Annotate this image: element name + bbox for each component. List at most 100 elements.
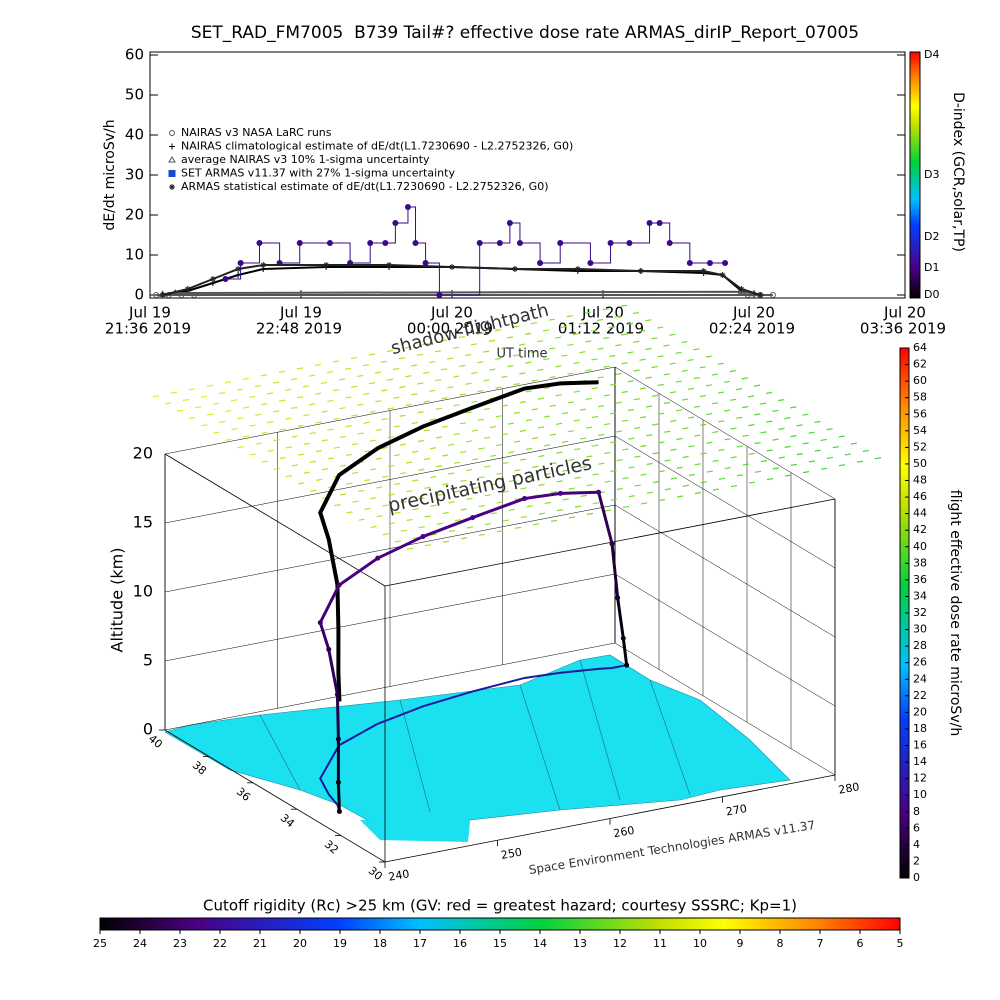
colorbar-tick-label: 62 [913, 358, 927, 371]
colorbar-tick-label: 14 [533, 937, 547, 950]
particle-dash [285, 388, 292, 391]
y-tick-label: 40 [125, 126, 144, 144]
particle-dash [339, 407, 346, 410]
particle-dash [387, 407, 394, 410]
particle-dash [375, 428, 382, 432]
particle-dash [435, 378, 442, 382]
particle-dash [453, 375, 460, 378]
particle-dash [610, 441, 617, 444]
flight-point [326, 646, 332, 652]
colorbar-tick-label: 50 [913, 457, 927, 470]
particle-dash [688, 416, 695, 419]
particle-dash [556, 509, 563, 512]
flight-segment [616, 597, 625, 639]
particle-dash [537, 368, 544, 371]
particle-dash [814, 420, 821, 424]
data-point [637, 268, 644, 274]
particle-dash [376, 486, 383, 489]
particle-dash [694, 434, 701, 437]
particle-dash [430, 533, 437, 536]
flight-point [470, 515, 476, 521]
colorbar-tick-label: 4 [913, 838, 920, 851]
x-tick-label: 03:36 2019 [860, 320, 946, 338]
particle-dash [466, 468, 473, 472]
particle-dash [567, 401, 574, 404]
data-point [476, 240, 483, 246]
particle-dash [315, 392, 322, 395]
particle-dash [706, 441, 713, 444]
particle-dash [333, 417, 340, 421]
particle-dash [717, 391, 725, 394]
particle-dash [579, 351, 586, 354]
particle-dash [531, 379, 538, 382]
particle-dash [346, 511, 353, 514]
particle-dash [592, 502, 599, 505]
particle-dash [411, 364, 418, 367]
particle-dash [573, 361, 580, 365]
colorbar-tick-label: 64 [913, 341, 927, 354]
y-tick-label: 20 [125, 206, 144, 224]
particle-dash [243, 406, 250, 409]
particle-dash [406, 547, 414, 550]
particle-dash [657, 355, 664, 358]
particle-dash [526, 476, 533, 479]
particle-dash [465, 440, 473, 443]
particle-dash [694, 463, 701, 466]
particle-dash [303, 442, 310, 445]
colorbar-tick-label: 11 [653, 937, 667, 950]
particle-dash [514, 526, 522, 529]
particle-dash [297, 453, 304, 456]
particle-dash [519, 343, 526, 346]
particle-dash [422, 342, 429, 346]
y-axis-label: dE/dt microSv/h [102, 119, 118, 230]
colorbar-tick-label: 12 [913, 772, 927, 785]
flight-point [615, 595, 621, 601]
particle-dash [574, 505, 581, 508]
particle-dash [670, 448, 677, 451]
particle-dash [381, 418, 388, 421]
particle-dash [369, 410, 376, 414]
colorbar-tick-label: 10 [693, 937, 707, 950]
data-point [386, 262, 393, 268]
particle-dash [592, 444, 599, 447]
particle-dash [555, 365, 562, 368]
particle-dash [424, 544, 432, 547]
particle-dash [321, 410, 328, 413]
particle-dash [417, 439, 424, 443]
particle-dash [562, 440, 569, 443]
particle-dash [423, 429, 430, 432]
particle-dash [724, 466, 731, 470]
colorbar-tick-label: 48 [913, 474, 927, 487]
particle-dash [273, 439, 280, 442]
particle-dash [442, 540, 450, 543]
particle-dash [352, 500, 359, 503]
colorbar-tick-label: 60 [913, 374, 927, 387]
particle-dash [243, 435, 250, 438]
particle-dash [682, 484, 689, 487]
particle-dash [735, 388, 743, 391]
legend-entry: SET ARMAS v11.37 with 27% 1-sigma uncert… [181, 167, 455, 180]
particle-dash [591, 387, 598, 390]
particle-dash [406, 461, 413, 464]
particle-dash [568, 487, 575, 490]
particle-dash [820, 438, 827, 442]
particle-dash [687, 387, 694, 390]
particle-dash [249, 424, 256, 427]
particle-dash [530, 322, 537, 325]
particle-dash [741, 377, 748, 380]
particle-dash [561, 412, 568, 415]
particle-dash [454, 519, 461, 522]
flight-segment [377, 535, 424, 560]
particle-dash [297, 424, 304, 427]
particle-dash [537, 340, 544, 343]
particle-dash [496, 472, 503, 475]
particle-dash [850, 442, 857, 445]
data-point [587, 260, 594, 266]
colorbar-tick-label: 28 [913, 639, 927, 652]
flight-point [609, 541, 615, 547]
colorbar-tick-label: 30 [913, 623, 927, 636]
colorbar-tick-label: 38 [913, 556, 927, 569]
particle-dash [502, 461, 509, 465]
x-tick-date: Jul 20 [430, 304, 473, 322]
particle-dash [584, 311, 591, 314]
